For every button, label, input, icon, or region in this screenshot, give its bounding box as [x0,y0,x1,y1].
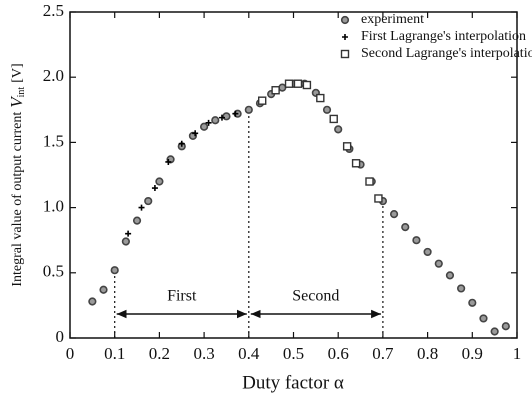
marker-square [303,82,310,89]
y-tick-label: 2.0 [43,66,64,85]
y-axis-label-text: Integral value of output current [10,112,25,287]
marker-square [294,80,301,87]
marker-circle [469,299,476,306]
marker-circle [342,17,349,24]
marker-plus [342,34,348,40]
marker-square [342,51,349,58]
marker-circle [89,298,96,305]
y-axis-label-unit: [V] [10,63,25,82]
marker-square [353,160,360,167]
y-tick-label: 0 [56,327,65,346]
x-tick-label: 0.4 [238,344,260,363]
marker-square [317,95,324,102]
x-tick-label: 0 [66,344,75,363]
marker-circle [402,224,409,231]
marker-square [330,115,337,122]
x-axis-label: Duty factor α [242,372,344,393]
marker-circle [424,249,431,256]
marker-circle [435,260,442,267]
marker-square [272,87,279,94]
legend-label: First Lagrange's interpolation [361,29,526,44]
marker-plus [139,205,145,211]
marker-circle [111,267,118,274]
y-tick-label: 0.5 [43,262,64,281]
y-tick-label: 1.5 [43,131,64,150]
x-tick-label: 0.7 [372,344,394,363]
legend-entry: First Lagrange's interpolation [342,29,526,44]
marker-circle [279,84,286,91]
marker-circle [246,107,253,114]
marker-circle [201,123,208,130]
legend-entry: experiment [342,12,424,27]
marker-circle [447,272,454,279]
marker-square [259,97,266,104]
y-axis-label-sub: int [16,87,27,98]
x-tick-label: 0.6 [328,344,349,363]
legend-entry: Second Lagrange's interpolation [342,46,532,61]
legend-label: Second Lagrange's interpolation [361,46,532,61]
marker-circle [503,323,510,330]
x-tick-label: 0.2 [149,344,170,363]
marker-circle [145,198,152,205]
x-tick-label: 0.1 [104,344,125,363]
marker-circle [413,237,420,244]
marker-circle [212,117,219,124]
y-tick-label: 2.5 [43,1,64,20]
marker-plus [152,185,158,191]
region-label: Second [292,288,339,305]
x-tick-label: 1 [513,344,522,363]
y-axis-label: Integral value of output currentVint[V] [7,63,27,286]
marker-circle [480,315,487,322]
region-label: First [167,288,197,305]
marker-circle [156,178,163,185]
marker-square [375,195,382,202]
x-tick-label: 0.8 [417,344,438,363]
marker-square [286,80,293,87]
marker-circle [335,126,342,133]
marker-circle [491,328,498,335]
marker-circle [223,113,230,120]
x-tick-label: 0.5 [283,344,304,363]
marker-circle [123,238,130,245]
marker-circle [134,217,141,224]
x-tick-label: 0.9 [462,344,483,363]
marker-circle [100,286,107,293]
legend-label: experiment [361,12,424,27]
marker-square [344,143,351,150]
marker-circle [324,107,331,114]
marker-square [366,178,373,185]
marker-circle [458,285,465,292]
x-tick-label: 0.3 [193,344,214,363]
y-tick-label: 1.0 [43,197,64,216]
marker-circle [391,211,398,218]
marker-plus [125,231,131,237]
